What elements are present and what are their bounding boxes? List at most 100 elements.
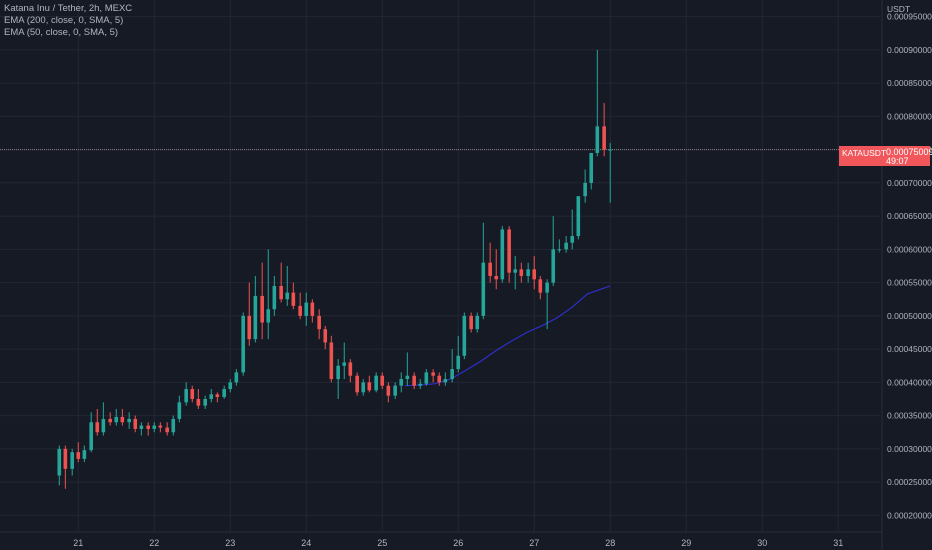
candle-body [298,305,302,316]
candle-body [285,292,290,300]
candle-body [101,418,106,433]
candle [424,369,429,386]
candle-body [405,375,410,380]
candle [323,325,328,350]
candle [576,196,581,240]
candle-body [374,375,378,391]
candle-body [291,292,296,306]
candle-body [500,229,505,280]
candle [133,415,138,433]
candle [203,395,207,409]
candle-body [260,295,264,323]
ema-50-label[interactable]: EMA (50, close, 0, SMA, 5) [4,27,119,38]
y-tick-label: 0.00070000 [887,178,932,188]
time-axis[interactable]: 21 22 23 24 25 26 27 28 29 30 31 [73,538,843,548]
candle-body [127,418,131,423]
candle-body [89,422,93,451]
candle [361,379,366,396]
candle [405,352,410,386]
candle-body [63,448,68,469]
candle-body [456,355,461,370]
candle [215,392,220,403]
candle [519,262,524,283]
y-tick-label: 0.00080000 [887,111,932,121]
y-tick-label: 0.00035000 [887,411,932,421]
candle [374,372,378,393]
candle [589,152,594,190]
candle-body [184,389,188,403]
candle-body [133,418,138,429]
x-tick-label: 24 [301,538,311,548]
ema-200-label[interactable]: EMA (200, close, 0, SMA, 5) [4,15,124,26]
candle [595,49,600,157]
candle [82,445,87,463]
price-axis[interactable]: 0.00095000 0.00090000 0.00085000 0.00080000… [887,12,932,521]
candle-body [469,315,473,330]
candle-body [272,285,277,310]
y-tick-label: 0.00060000 [887,244,932,254]
candle [412,372,416,390]
candle [500,226,505,283]
candle [247,282,252,346]
y-tick-label: 0.00025000 [887,477,932,487]
y-tick-label: 0.00040000 [887,377,932,387]
candle-body [380,375,385,386]
candle-body [399,379,404,386]
candle [545,279,549,330]
candle-body [139,425,144,429]
y-tick-label: 0.00045000 [887,344,932,354]
x-tick-label: 23 [225,538,235,548]
candle-body [95,422,100,433]
x-tick-label: 31 [833,538,843,548]
candle [386,382,391,403]
candle [329,335,334,383]
candle-body [557,249,562,251]
candle-body [532,269,537,280]
candle [602,103,606,157]
candle-body [519,269,524,276]
candle [488,242,492,283]
candle [310,299,315,323]
candle [532,256,537,290]
candle-body [583,182,587,197]
candle [70,448,74,476]
y-axis-unit: USDT [887,4,910,14]
candle [120,408,125,426]
candle-body [589,152,594,183]
y-tick-label: 0.00020000 [887,510,932,520]
candle-body [608,149,613,151]
candle [127,412,131,429]
candle-body [171,418,176,433]
candle-body [114,416,119,423]
candle [418,379,423,390]
y-tick-label: 0.00065000 [887,211,932,221]
candle-body [507,229,511,273]
candle [101,402,106,436]
candle [507,226,511,283]
candle [583,169,587,203]
candle [57,445,62,486]
candle [570,209,575,250]
candle [393,382,397,399]
candle [279,262,283,303]
candle-body [146,425,150,429]
candle-body [215,394,220,398]
candle-body [222,389,226,398]
candle [76,442,81,463]
candle [139,422,144,436]
candle-body [310,302,315,316]
chart-legend: Katana Inu / Tether, 2h, MEXC EMA (200, … [4,3,132,39]
symbol-title[interactable]: Katana Inu / Tether, 2h, MEXC [4,3,133,14]
candle [538,275,543,300]
candle-body [488,262,492,276]
candle-body [570,236,575,243]
x-tick-label: 29 [681,538,691,548]
candle [272,275,277,316]
candle [336,359,340,399]
candle-body [158,425,163,428]
candle [462,312,467,360]
candle-body [317,315,321,330]
y-tick-label: 0.00055000 [887,278,932,288]
candle-body [431,372,435,376]
